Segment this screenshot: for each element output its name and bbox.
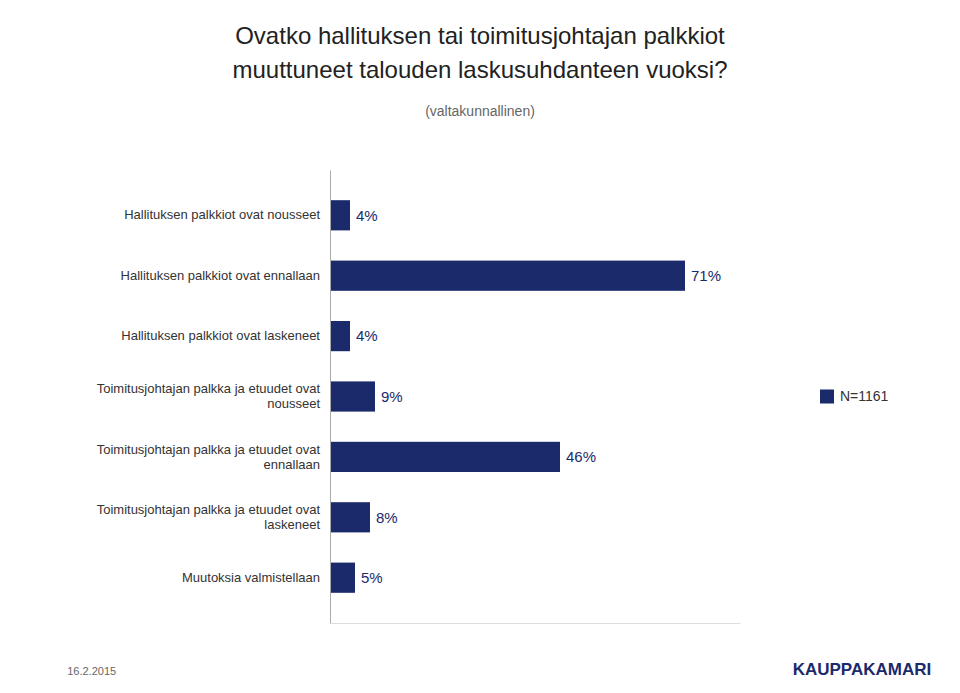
y-tick-label-line: Hallituksen palkkiot ovat ennallaan: [121, 268, 320, 283]
y-tick: Toimitusjohtajan palkka ja etuudet ovatl…: [97, 502, 321, 532]
y-tick: Hallituksen palkkiot ovat nousseet: [124, 207, 320, 222]
date-annotation: 16.2.2015: [67, 665, 116, 677]
bars: [330, 200, 685, 593]
y-tick-label: Hallituksen palkkiot ovat ennallaan: [121, 268, 320, 283]
data-label: 5%: [361, 569, 383, 586]
bar: [330, 200, 350, 230]
bar: [330, 381, 375, 411]
y-tick-label-line: Hallituksen palkkiot ovat laskeneet: [121, 328, 320, 343]
legend-swatch: [820, 390, 834, 404]
y-tick-label: Toimitusjohtajan palkka ja etuudet ovatn…: [97, 381, 321, 411]
brand-annotation: KAUPPAKAMARI: [793, 660, 932, 679]
subtitle: (valtakunnallinen): [425, 103, 535, 119]
title: muuttuneet talouden laskusuhdanteen vuok…: [232, 56, 727, 83]
y-tick-label: Hallituksen palkkiot ovat nousseet: [124, 207, 320, 222]
plot: Hallituksen palkkiot ovat nousseet Hallit…: [97, 171, 741, 624]
data-labels: 4% 71% 4% 9% 46% 8% 5%: [356, 207, 721, 586]
titles: Ovatko hallituksen tai toimitusjohtajan …: [232, 22, 727, 119]
y-tick: Hallituksen palkkiot ovat ennallaan: [121, 268, 320, 283]
y-tick-label: Toimitusjohtajan palkka ja etuudet ovatl…: [97, 502, 321, 532]
y-tick: Hallituksen palkkiot ovat laskeneet: [121, 328, 320, 343]
bar: [330, 563, 355, 593]
bar: [330, 502, 370, 532]
data-label: 46%: [566, 448, 596, 465]
y-tick-label: Toimitusjohtajan palkka ja etuudet ovate…: [97, 442, 321, 472]
y-tick-label-line: ennallaan: [264, 457, 320, 472]
y-tick-label-line: Hallituksen palkkiot ovat nousseet: [124, 207, 320, 222]
data-label: 8%: [376, 509, 398, 526]
y-tick-label-line: nousseet: [267, 396, 320, 411]
y-tick: Toimitusjohtajan palkka ja etuudet ovate…: [97, 442, 321, 472]
data-label: 71%: [691, 267, 721, 284]
legend: N=1161: [820, 388, 889, 404]
y-tick-label-line: Toimitusjohtajan palkka ja etuudet ovat: [97, 442, 321, 457]
y-tick-label-line: Toimitusjohtajan palkka ja etuudet ovat: [97, 381, 321, 396]
x-axis: [331, 623, 741, 624]
y-tick-label-line: Muutoksia valmistellaan: [182, 570, 320, 585]
bar: [330, 261, 685, 291]
bar: [330, 321, 350, 351]
y-axis: Hallituksen palkkiot ovat nousseet Hallit…: [97, 171, 331, 624]
y-tick-label: Hallituksen palkkiot ovat laskeneet: [121, 328, 320, 343]
x-axis-line: [331, 623, 741, 624]
title: Ovatko hallituksen tai toimitusjohtajan …: [235, 22, 725, 49]
y-tick-label-line: laskeneet: [264, 517, 320, 532]
y-tick-label-line: Toimitusjohtajan palkka ja etuudet ovat: [97, 502, 321, 517]
data-label: 9%: [381, 388, 403, 405]
chart: Ovatko hallituksen tai toimitusjohtajan …: [0, 0, 960, 693]
data-label: 4%: [356, 207, 378, 224]
data-label: 4%: [356, 327, 378, 344]
y-tick-label: Muutoksia valmistellaan: [182, 570, 320, 585]
legend-label: N=1161: [840, 388, 889, 404]
bar: [330, 442, 560, 472]
y-tick: Toimitusjohtajan palkka ja etuudet ovatn…: [97, 381, 321, 411]
y-axis-line: [330, 171, 331, 624]
y-tick: Muutoksia valmistellaan: [182, 570, 320, 585]
